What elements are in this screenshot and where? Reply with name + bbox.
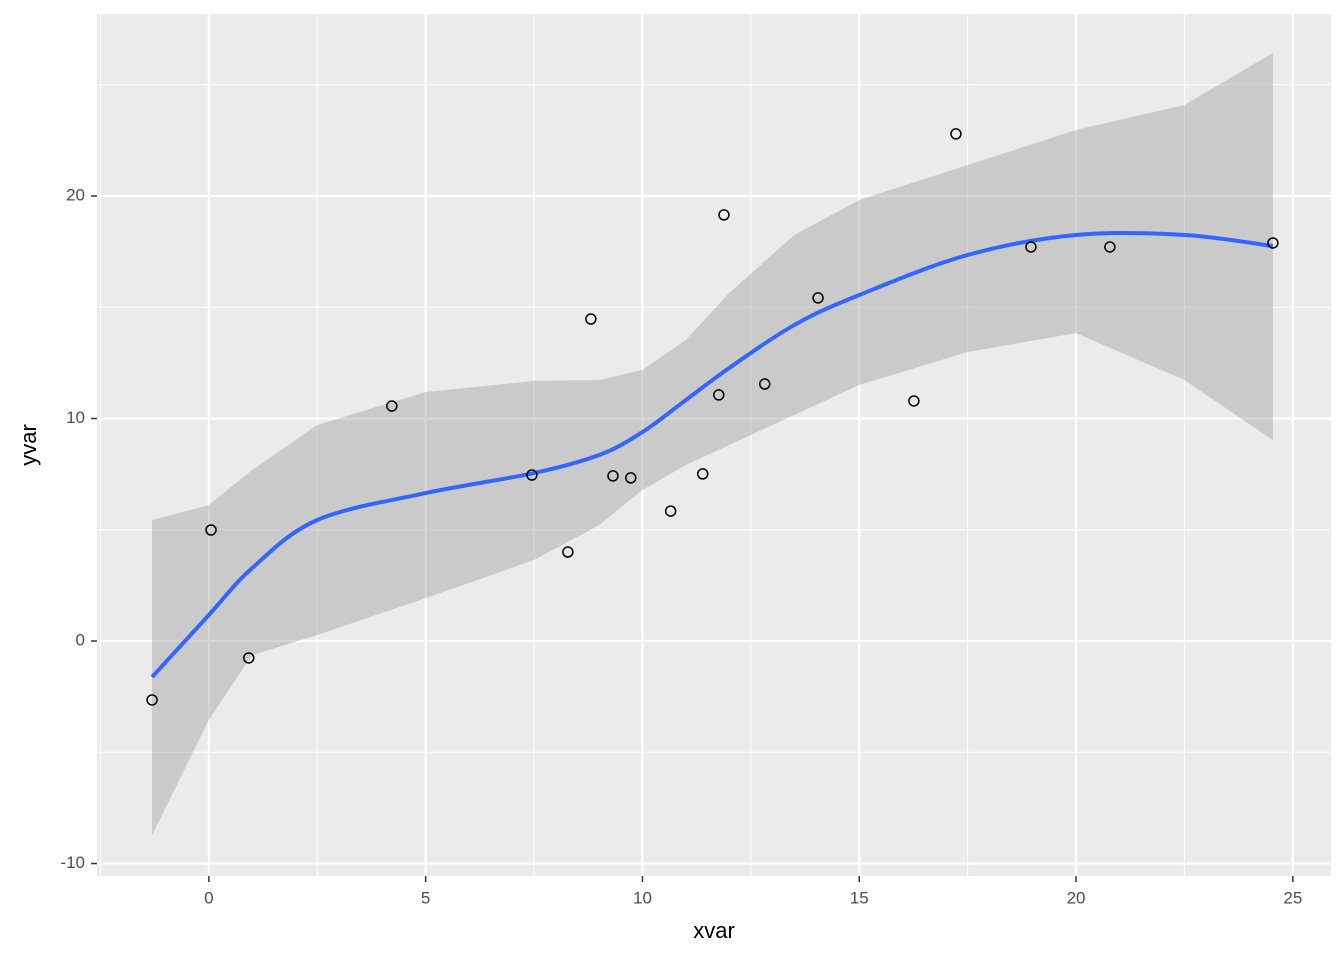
point <box>205 524 217 536</box>
smooth-line <box>150 230 1274 679</box>
point <box>696 468 709 480</box>
panel <box>97 14 1331 876</box>
point <box>664 505 677 517</box>
point <box>908 395 920 407</box>
point <box>1104 241 1116 253</box>
x-axis-title: xvar <box>693 918 735 943</box>
x-tick-label: 0 <box>204 888 213 907</box>
point <box>1267 237 1279 249</box>
x-tick-label: 20 <box>1067 888 1086 907</box>
point <box>585 313 597 325</box>
point <box>625 472 637 484</box>
point <box>562 546 574 558</box>
point <box>718 209 730 221</box>
x-tick-label: 15 <box>850 888 869 907</box>
y-tick-label: 20 <box>66 185 85 204</box>
point <box>950 128 962 140</box>
x-tick-label: 5 <box>421 888 430 907</box>
point <box>607 470 619 482</box>
y-tick-label: 10 <box>66 408 85 427</box>
x-tick-label: 10 <box>633 888 652 907</box>
point <box>386 400 398 412</box>
point <box>146 694 158 706</box>
point <box>713 389 725 401</box>
point <box>243 652 255 664</box>
y-tick-label: -10 <box>60 853 85 872</box>
point <box>758 378 771 390</box>
y-axis-title: yvar <box>16 424 41 466</box>
point <box>1025 241 1037 253</box>
y-tick-label: 0 <box>76 631 85 650</box>
x-tick-label: 25 <box>1283 888 1302 907</box>
point <box>526 469 538 481</box>
point <box>812 292 824 304</box>
